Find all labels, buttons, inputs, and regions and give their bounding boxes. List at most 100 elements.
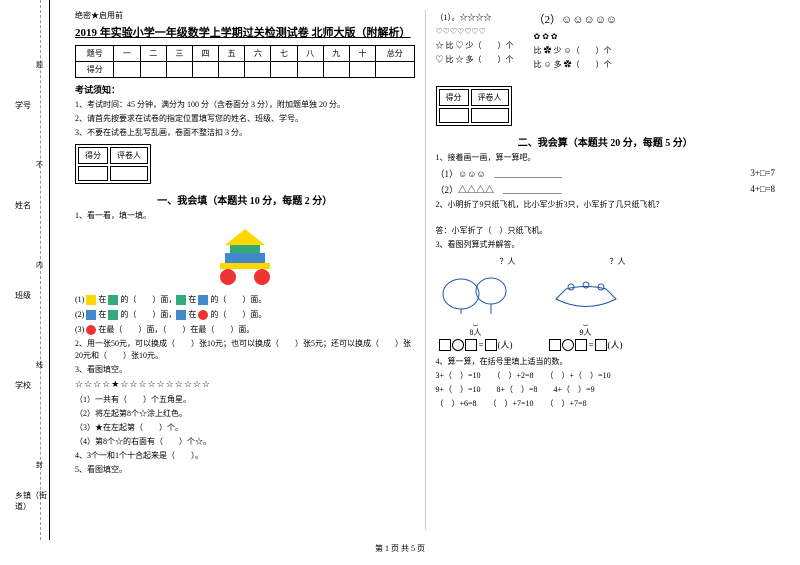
green-sq-icon [108,310,118,320]
calc-1: 9+（ ）=10 8+（ ）=8 4+（ ）=9 [436,384,776,396]
s2-q1: 1、接着画一画，算一算吧。 [436,152,776,164]
stars-row: ☆☆☆☆★☆☆☆☆☆☆☆☆☆☆ [75,378,415,392]
s1-q4: 4、3个一和1个十合起来是（ ）。 [75,450,415,462]
page-footer: 第 1 页 共 5 页 [0,540,800,557]
cmp-r1b: ✿ ✿ ✿ [534,31,618,43]
s1-q3: 3、看图填空。 [75,364,415,376]
compare-block: （1）。☆☆☆☆ ♡♡♡♡♡♡♡ ☆ 比 ♡ 少（ ）个 ♡ 比 ☆ 多（ ）个… [436,10,776,73]
cmp-r1c: 比 ✿ 少 ☺（ ）个 [534,45,618,57]
boat-icon [546,269,626,314]
subscore-1: 得分评卷人 [75,144,151,184]
right-column: （1）。☆☆☆☆ ♡♡♡♡♡♡♡ ☆ 比 ♡ 少（ ）个 ♡ 比 ☆ 多（ ）个… [426,10,786,530]
s2-q4: 4、算一算，在括号里填上适当的数。 [436,356,776,368]
eq1: （1）☺☺☺ _______________ 3+□=7 [436,167,776,180]
s1-q3-1: （1）一共有（ ）个五角星。 [75,394,415,406]
cmp-l1: （1）。☆☆☆☆ [436,12,514,24]
scene1-img [436,267,516,317]
house-figure [75,227,415,289]
content: 绝密★启用前 2019 年实验小学一年级数学上学期过关检测试卷 北师大版（附解析… [50,0,800,540]
bind-label-0: 乡镇（街道） [15,490,49,512]
blue-sq-icon [86,310,96,320]
bind-label-1: 学校 [15,380,31,391]
eq-boxes-2: =(人) [546,338,626,352]
s2-ans: 答：小军折了（ ）只纸飞机。 [436,225,776,237]
th-10: 十 [349,46,375,62]
cmp-l1d: ♡ 比 ☆ 多（ ）个 [436,54,514,66]
compare-left: （1）。☆☆☆☆ ♡♡♡♡♡♡♡ ☆ 比 ♡ 少（ ）个 ♡ 比 ☆ 多（ ）个 [436,10,514,73]
bind-mark-1: 线 [36,360,43,370]
tree-icon [436,269,516,314]
brace-2: ⏟ [546,317,626,327]
left-column: 绝密★启用前 2019 年实验小学一年级数学上学期过关检测试卷 北师大版（附解析… [65,10,426,530]
red-circle-icon [86,325,96,335]
blue-sq-icon [176,310,186,320]
cmp-r1: （2）☺☺☺☺☺ [534,12,618,29]
th-0: 题号 [76,46,114,62]
s2-title: 二、我会算（本题共 20 分，每题 5 分） [436,134,776,149]
cmp-l1c: ☆ 比 ♡ 少（ ）个 [436,40,514,52]
s2-q2: 2、小明折了9只纸飞机，比小军少折3只，小军折了几只纸飞机？ [436,199,776,211]
green-sq-icon [176,295,186,305]
bind-mark-4: 题 [36,60,43,70]
s1-q2: 2、用一张50元，可以换成（ ）张10元；也可以换成（ ）张5元；还可以换成（ … [75,338,415,362]
notice-1: 1、考试时间：45 分钟，满分为 100 分（含卷面分 3 分），附加题单独 2… [75,99,415,111]
subscore-2: 得分评卷人 [436,86,512,126]
scene-1: ？人 ⏟ 8人 =(人) [436,256,516,352]
th-4: 四 [192,46,218,62]
cmp-r1d: 比 ☺ 多 ✿（ ）个 [534,59,618,71]
s2-q3: 3、看图列算式并解答。 [436,239,776,251]
scene-row: ？人 ⏟ 8人 =(人) ？人 ⏟ 9人 =(人) [436,256,776,352]
scene2-count: 9人 [546,327,626,338]
brace-1: ⏟ [436,317,516,327]
s1-q5: 5、看图填空。 [75,464,415,476]
scene1-label: ？人 [436,256,516,267]
calc-0: 3+（ ）=10 （ ）+2=8 （ ）+（ ）=10 [436,370,776,382]
exam-title: 2019 年实验小学一年级数学上学期过关检测试卷 北师大版（附解析） [75,24,415,40]
scene1-count: 8人 [436,327,516,338]
bind-mark-0: 封 [36,460,43,470]
yellow-sq-icon [86,295,96,305]
binding-margin: 乡镇（街道） 学校 班级 姓名 学号 封 线 内 不 题 [0,0,50,540]
eq-boxes-1: =(人) [436,338,516,352]
th-1: 一 [114,46,140,62]
s1-title: 一、我会填（本题共 10 分，每题 2 分） [75,192,415,207]
house-svg [200,227,290,287]
cmp-l1b: ♡♡♡♡♡♡♡ [436,26,514,38]
notice-3: 3、不要在试卷上乱写乱画，卷面不整洁扣 3 分。 [75,127,415,139]
eq2: （2）△△△△ _____________ 4+□=8 [436,183,776,196]
scene2-img [546,267,626,317]
s1-line3: (3) 在最（ ）面，（ ）在最（ ）面。 [75,324,415,337]
scene-2: ？人 ⏟ 9人 =(人) [546,256,626,352]
th-6: 六 [245,46,271,62]
calc-grid: 3+（ ）=10 （ ）+2=8 （ ）+（ ）=10 9+（ ）=10 8+（… [436,370,776,410]
blue-sq-icon [198,295,208,305]
red-circle-icon [198,310,208,320]
notice-2: 2、请首先按要求在试卷的指定位置填写您的姓名、班级、学号。 [75,113,415,125]
th-9: 九 [323,46,349,62]
bind-label-3: 姓名 [15,200,31,211]
score-table: 题号 一 二 三 四 五 六 七 八 九 十 总分 得分 [75,45,415,78]
scene2-label: ？人 [546,256,626,267]
bind-label-4: 学号 [15,100,31,111]
secret-mark: 绝密★启用前 [75,10,415,21]
th-8: 八 [297,46,323,62]
s1-q3-3: （3）★在左起第（ ）个。 [75,422,415,434]
th-3: 三 [166,46,192,62]
th-5: 五 [219,46,245,62]
bind-label-2: 班级 [15,290,31,301]
bind-mark-2: 内 [36,260,43,270]
s1-q1: 1、看一看，填一填。 [75,210,415,222]
compare-right: （2）☺☺☺☺☺ ✿ ✿ ✿ 比 ✿ 少 ☺（ ）个 比 ☺ 多 ✿（ ）个 [534,10,618,73]
s1-line1: (1) 在 的（ ）面， 在 的（ ）面。 [75,294,415,307]
th-11: 总分 [376,46,414,62]
s1-q3-4: （4）第8个☆的右面有（ ）个☆。 [75,436,415,448]
notice-title: 考试须知： [75,83,415,96]
green-sq-icon [108,295,118,305]
dash-line [40,0,41,540]
th-2: 二 [140,46,166,62]
th-7: 七 [271,46,297,62]
calc-2: （ ）+6=8 （ ）+7=10 （ ）+7=8 [436,398,776,410]
s1-q3-2: （2）将左起第8个☆涂上红色。 [75,408,415,420]
s1-line2: (2) 在 的（ ）面， 在 的（ ）面。 [75,309,415,322]
row-label: 得分 [76,62,114,78]
